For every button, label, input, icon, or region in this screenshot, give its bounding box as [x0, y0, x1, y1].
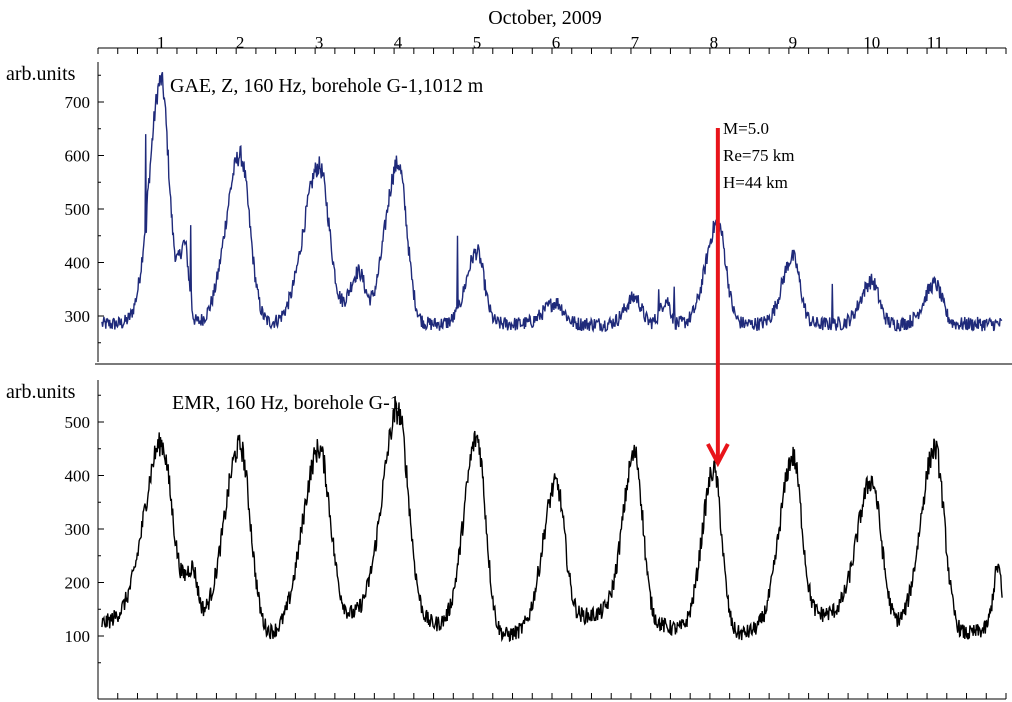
annotation-magnitude: M=5.0	[723, 119, 769, 138]
annotation-depth: H=44 km	[723, 173, 788, 192]
top-tick-label: 9	[789, 33, 798, 52]
y-tick-label: 600	[65, 147, 91, 166]
y-tick-label: 300	[65, 520, 91, 539]
emr-title: EMR, 160 Hz, borehole G-1	[172, 392, 400, 414]
top-tick-label: 5	[473, 33, 482, 52]
bottom-axis	[97, 693, 1007, 700]
top-tick-label: 10	[863, 33, 880, 52]
top-tick-label: 1	[157, 33, 166, 52]
y-tick-label: 400	[65, 254, 91, 273]
top-axis-title: October, 2009	[488, 7, 602, 29]
event-arrow-head	[706, 443, 730, 468]
y-tick-label: 500	[65, 413, 91, 432]
gae-ylabel: arb.units	[6, 63, 76, 85]
y-tick-label: 500	[65, 200, 91, 219]
top-tick-label: 11	[927, 33, 943, 52]
y-tick-label: 100	[65, 627, 91, 646]
top-axis: 1 2 3 4 5 6 7 8 9 10 11	[97, 33, 1007, 54]
y-tick-label: 300	[65, 307, 91, 326]
top-tick-label: 6	[552, 33, 561, 52]
emr-y-axis: 100 200 300 400 500	[65, 380, 104, 699]
gae-y-axis: 300 400 500 600 700	[65, 62, 104, 362]
annotation-distance: Re=75 km	[723, 146, 794, 165]
y-tick-label: 700	[65, 93, 91, 112]
top-tick-label: 7	[631, 33, 640, 52]
top-tick-label: 3	[315, 33, 324, 52]
emr-ylabel: arb.units	[6, 381, 76, 403]
top-tick-label: 8	[710, 33, 719, 52]
emr-series-line	[101, 399, 1003, 643]
top-tick-label: 4	[394, 33, 403, 52]
earthquake-annotation: M=5.0 Re=75 km H=44 km	[706, 119, 794, 468]
y-tick-label: 200	[65, 574, 91, 593]
y-tick-label: 400	[65, 467, 91, 486]
top-tick-label: 2	[236, 33, 245, 52]
gae-title: GAE, Z, 160 Hz, borehole G-1,1012 m	[170, 75, 484, 97]
gae-series-line	[101, 71, 1003, 333]
